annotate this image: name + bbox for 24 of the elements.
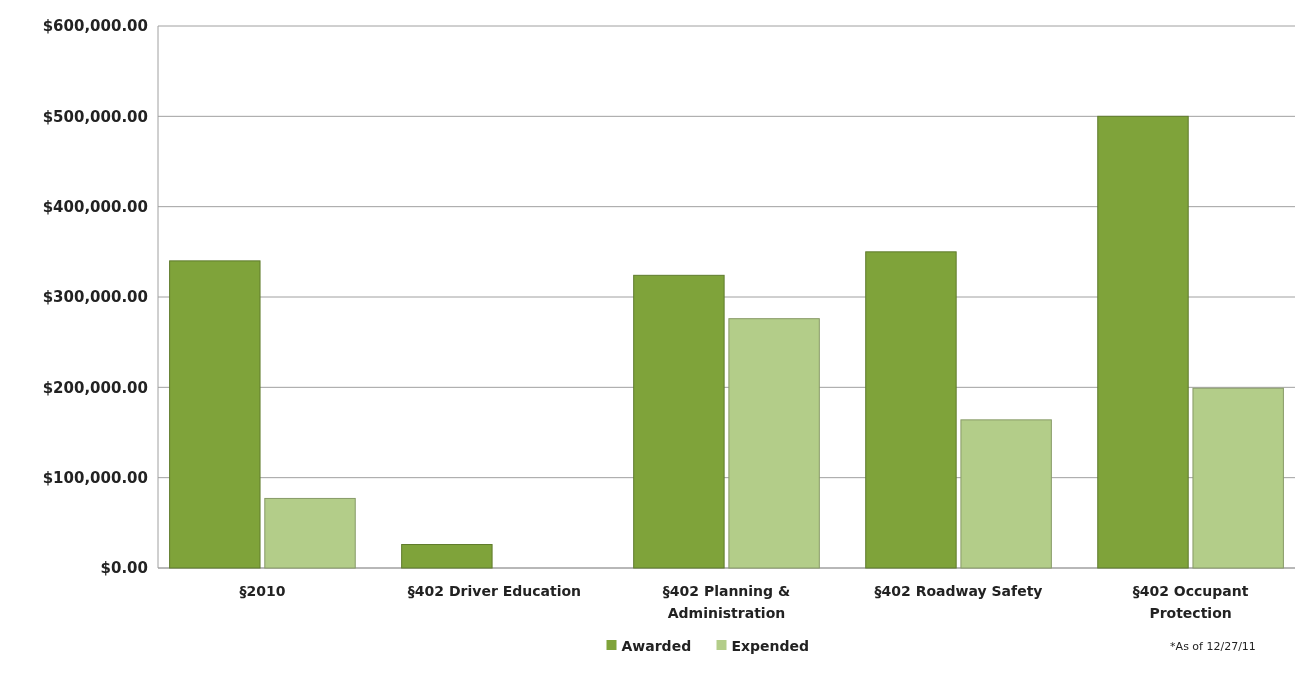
- y-tick-label: $500,000.00: [42, 107, 148, 126]
- y-tick-label: $400,000.00: [42, 197, 148, 216]
- text: *As of 12/27/11: [1170, 639, 1256, 653]
- y-tick-label: $0.00: [100, 559, 148, 578]
- x-tick-label: §402 Planning & Administration: [662, 583, 791, 621]
- legend-label: Awarded: [621, 637, 692, 654]
- y-tick-label: $200,000.00: [42, 378, 148, 397]
- x-tick-label: §2010: [239, 583, 286, 599]
- x-tick-label: §402 Driver Education: [407, 583, 582, 599]
- y-tick-label: $300,000.00: [42, 288, 148, 307]
- bar: [1097, 115, 1189, 569]
- bar: [264, 497, 356, 569]
- bar: [401, 544, 493, 569]
- bar: [865, 251, 957, 569]
- bar: [1192, 387, 1284, 569]
- bar: [633, 274, 725, 569]
- y-tick-label: $100,000.00: [42, 468, 148, 487]
- x-tick-label: §402 Roadway Safety: [874, 583, 1043, 599]
- bar: [169, 260, 261, 569]
- x-tick-label: §402 Occupant Protection: [1132, 583, 1249, 621]
- y-tick-label: $600,000.00: [42, 17, 148, 36]
- bar: [728, 318, 820, 569]
- bar: [960, 419, 1052, 569]
- legend-label: Expended: [731, 637, 810, 654]
